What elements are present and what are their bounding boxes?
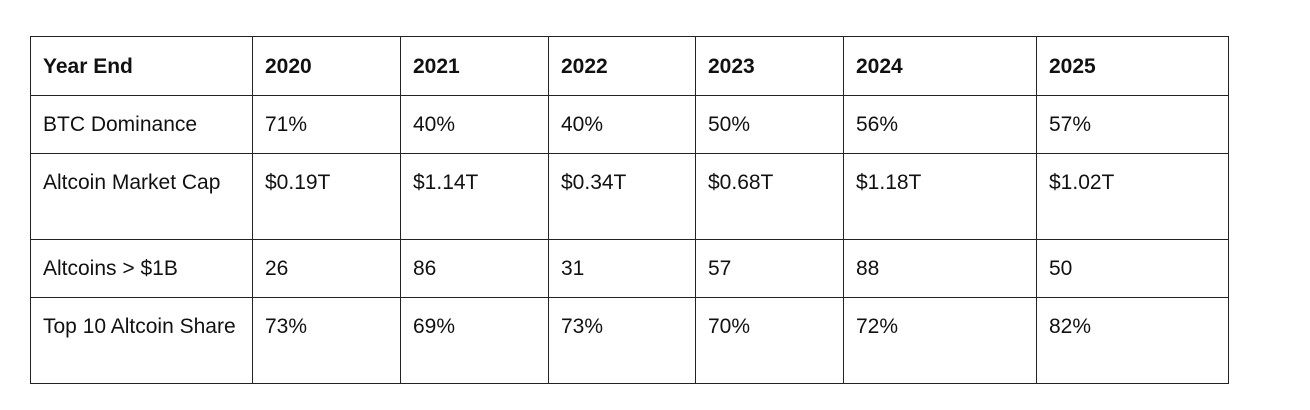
table-body: BTC Dominance 71% 40% 40% 50% 56% 57% Altcoin M… [30,95,1229,384]
table-cell: $0.34T [548,153,696,240]
header-cell: 2023 [695,36,844,96]
table-cell: 57 [695,239,844,298]
row-label: Altcoins > $1B [30,239,253,298]
table-row: BTC Dominance 71% 40% 40% 50% 56% 57% [30,95,1229,154]
table-cell: 73% [548,297,696,384]
table-cell: 88 [843,239,1037,298]
table-cell: 50% [695,95,844,154]
row-label: Top 10 Altcoin Share [30,297,253,384]
table-cell: 31 [548,239,696,298]
table-cell: 86 [400,239,549,298]
table-row: Top 10 Altcoin Share 73% 69% 73% 70% 72% 82% [30,297,1229,384]
table-row: Altcoins > $1B 26 86 31 57 88 50 [30,239,1229,298]
header-cell: 2020 [252,36,401,96]
row-label: BTC Dominance [30,95,253,154]
header-cell: Year End [30,36,253,96]
table-cell: 70% [695,297,844,384]
table-row: Altcoin Market Cap $0.19T $1.14T $0.34T $0.6… [30,153,1229,240]
header-cell: 2025 [1036,36,1229,96]
table-cell: $1.18T [843,153,1037,240]
table-cell: 72% [843,297,1037,384]
table-cell: $1.02T [1036,153,1229,240]
table-cell: 50 [1036,239,1229,298]
table-cell: $0.68T [695,153,844,240]
header-cell: 2021 [400,36,549,96]
header-cell: 2024 [843,36,1037,96]
header-cell: 2022 [548,36,696,96]
data-table: Year End 2020 2021 2022 2023 2024 2025 BTC Dom… [30,36,1229,384]
table-cell: 71% [252,95,401,154]
header-row: Year End 2020 2021 2022 2023 2024 2025 [30,36,1229,96]
table-cell: $1.14T [400,153,549,240]
table-cell: 40% [548,95,696,154]
table-cell: 26 [252,239,401,298]
table-cell: 73% [252,297,401,384]
table-cell: 56% [843,95,1037,154]
table-cell: 82% [1036,297,1229,384]
row-label: Altcoin Market Cap [30,153,253,240]
table-cell: 40% [400,95,549,154]
table-cell: $0.19T [252,153,401,240]
table-cell: 57% [1036,95,1229,154]
table-cell: 69% [400,297,549,384]
